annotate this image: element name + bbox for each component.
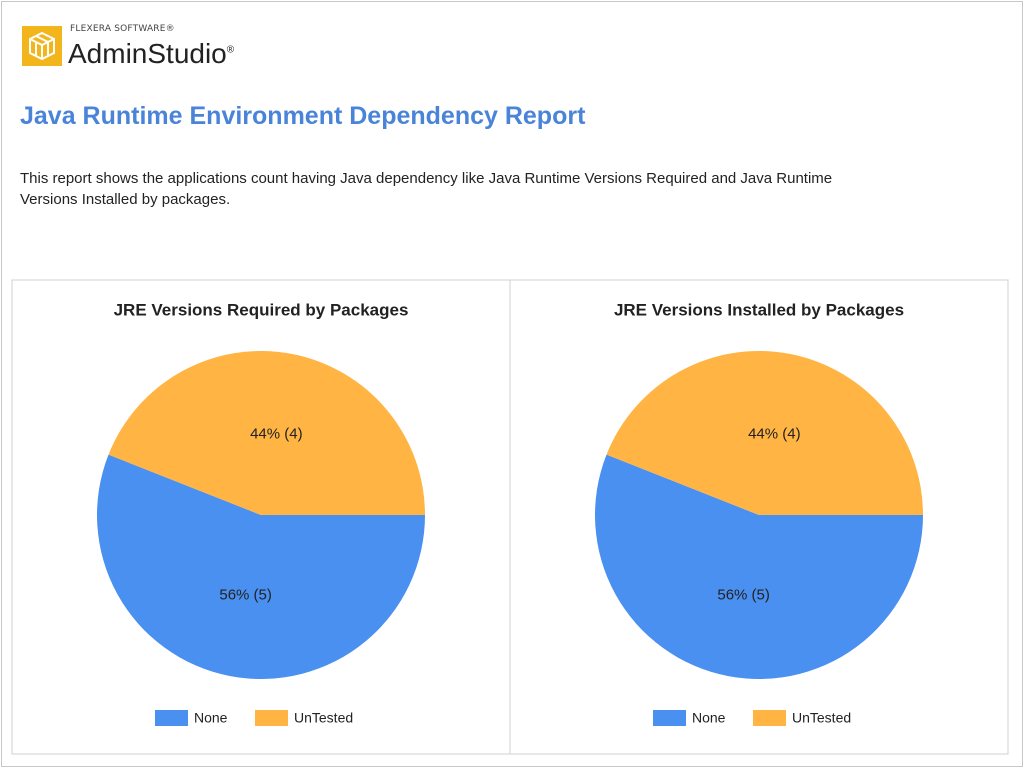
legend-swatch	[653, 710, 686, 726]
pie-slice	[595, 454, 924, 680]
slice-label: 56% (5)	[219, 587, 272, 604]
legend-swatch	[753, 710, 786, 726]
chart-title: JRE Versions Required by Packages	[114, 300, 409, 319]
report-title: Java Runtime Environment Dependency Repo…	[20, 102, 586, 130]
legend-label: None	[194, 710, 228, 726]
legend-label: None	[692, 710, 726, 726]
slice-label: 44% (4)	[250, 425, 303, 442]
chart-title: JRE Versions Installed by Packages	[614, 300, 904, 319]
legend-swatch	[255, 710, 288, 726]
legend-label: UnTested	[792, 710, 851, 726]
pie-slice	[96, 454, 425, 679]
report-description: This report shows the applications count…	[20, 170, 833, 208]
product-text: AdminStudio	[68, 38, 227, 69]
logo-icon	[22, 26, 62, 66]
legend-label: UnTested	[294, 710, 353, 726]
product-name: AdminStudio®	[68, 38, 234, 70]
legend-swatch	[155, 710, 188, 726]
company-name: FLEXERA SOFTWARE®	[70, 24, 175, 34]
slice-label: 44% (4)	[748, 425, 801, 442]
pie-slice	[108, 351, 425, 515]
trademark: ®	[226, 44, 235, 56]
slice-label: 56% (5)	[717, 587, 770, 604]
pie-slice	[606, 351, 923, 515]
